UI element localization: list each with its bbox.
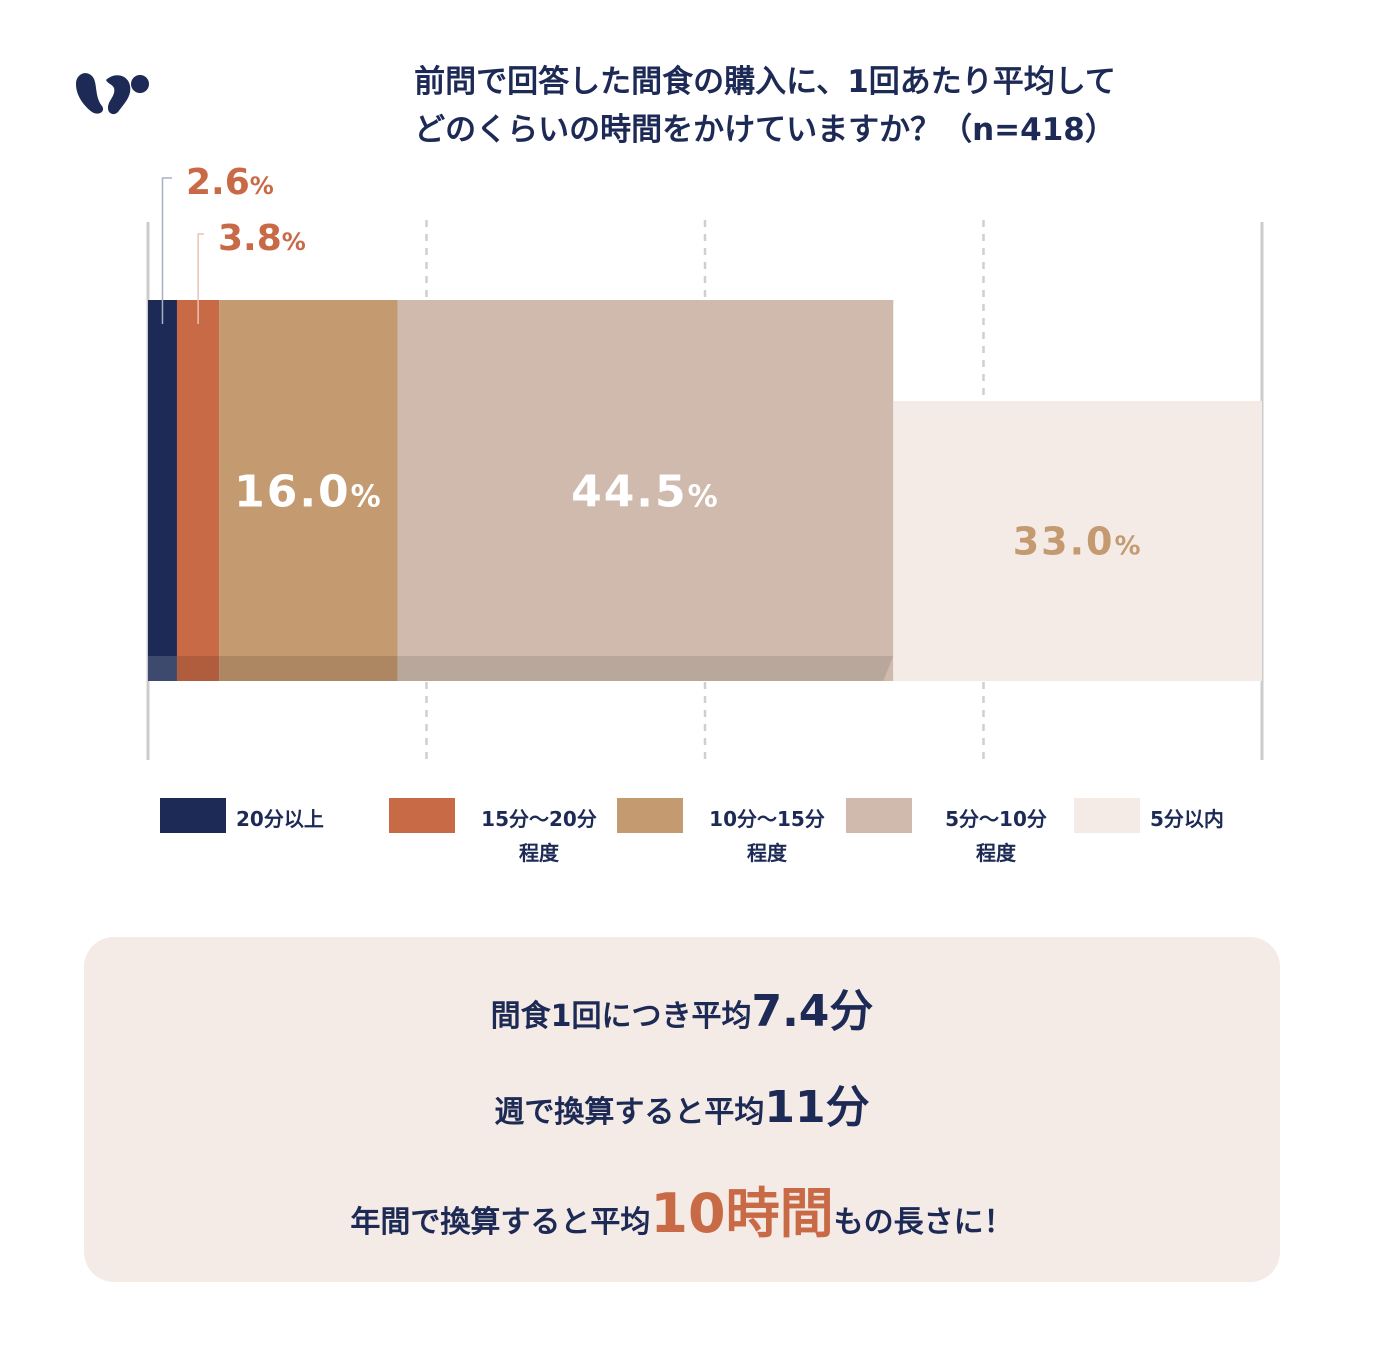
summary-line-3-text: 年間で換算すると平均 [350, 1205, 651, 1240]
legend-label-1: 20分以上 [236, 807, 324, 831]
data-label-1: 2.6% [186, 162, 274, 203]
legend-label-3: 10分〜15分 程度 [709, 807, 825, 865]
summary-box: 間食1回につき平均7.4分 週で換算すると平均11分 年間で換算すると平均10時… [84, 937, 1280, 1282]
data-label-2: 3.8% [218, 218, 306, 259]
summary-line-3-suffix: もの長さに！ [833, 1205, 1014, 1240]
bar-segment-1-shade [148, 656, 177, 681]
summary-line-2: 週で換算すると平均11分 [84, 1071, 1280, 1135]
bar-segment-3-shade [219, 656, 398, 681]
legend-swatch-4 [846, 798, 912, 833]
legend-label-2: 15分〜20分 程度 [481, 807, 597, 865]
squirrel-logo-icon [76, 73, 149, 115]
data-label-5: 33.0% [1013, 520, 1143, 564]
summary-line-2-value: 11分 [764, 1082, 870, 1133]
bar-segment-2 [176, 300, 220, 681]
summary-line-3-value: 10時間 [650, 1182, 834, 1245]
chart-title: 前問で回答した間食の購入に、1回あたり平均して どのくらいの時間をかけていますか… [300, 58, 1230, 154]
bar-segment-5 [893, 401, 1262, 681]
legend-swatch-3 [617, 798, 683, 833]
stacked-bar-chart: 2.6% 3.8% 16.0% 44.5% 33.0% [146, 162, 1264, 760]
bar-segment-1 [148, 300, 177, 681]
bar-segment-3 [219, 300, 398, 681]
summary-line-1-value: 7.4分 [751, 986, 874, 1037]
legend-swatch-2 [389, 798, 455, 833]
data-label-4: 44.5% [571, 466, 720, 517]
bar-segment-2-shade [176, 656, 220, 681]
summary-line-2-text: 週で換算すると平均 [494, 1095, 765, 1130]
chart-title-line2: どのくらいの時間をかけていますか？（n=418） [414, 112, 1116, 148]
summary-line-1-text: 間食1回につき平均 [490, 999, 752, 1034]
summary-line-1: 間食1回につき平均7.4分 [84, 975, 1280, 1039]
legend-swatch-1 [160, 798, 226, 833]
bar-segment-4-shade [397, 656, 894, 681]
callout-line-2 [197, 233, 204, 324]
callout-line-1 [161, 177, 172, 324]
legend-label-4: 5分〜10分 程度 [945, 807, 1047, 865]
legend-label-5: 5分以内 [1150, 807, 1224, 831]
summary-line-3: 年間で換算すると平均10時間もの長さに！ [84, 1169, 1280, 1248]
chart-title-line1: 前問で回答した間食の購入に、1回あたり平均して [414, 64, 1116, 100]
bar-segment-4 [397, 300, 894, 681]
data-label-3: 16.0% [234, 466, 383, 517]
legend-swatch-5 [1074, 798, 1140, 833]
